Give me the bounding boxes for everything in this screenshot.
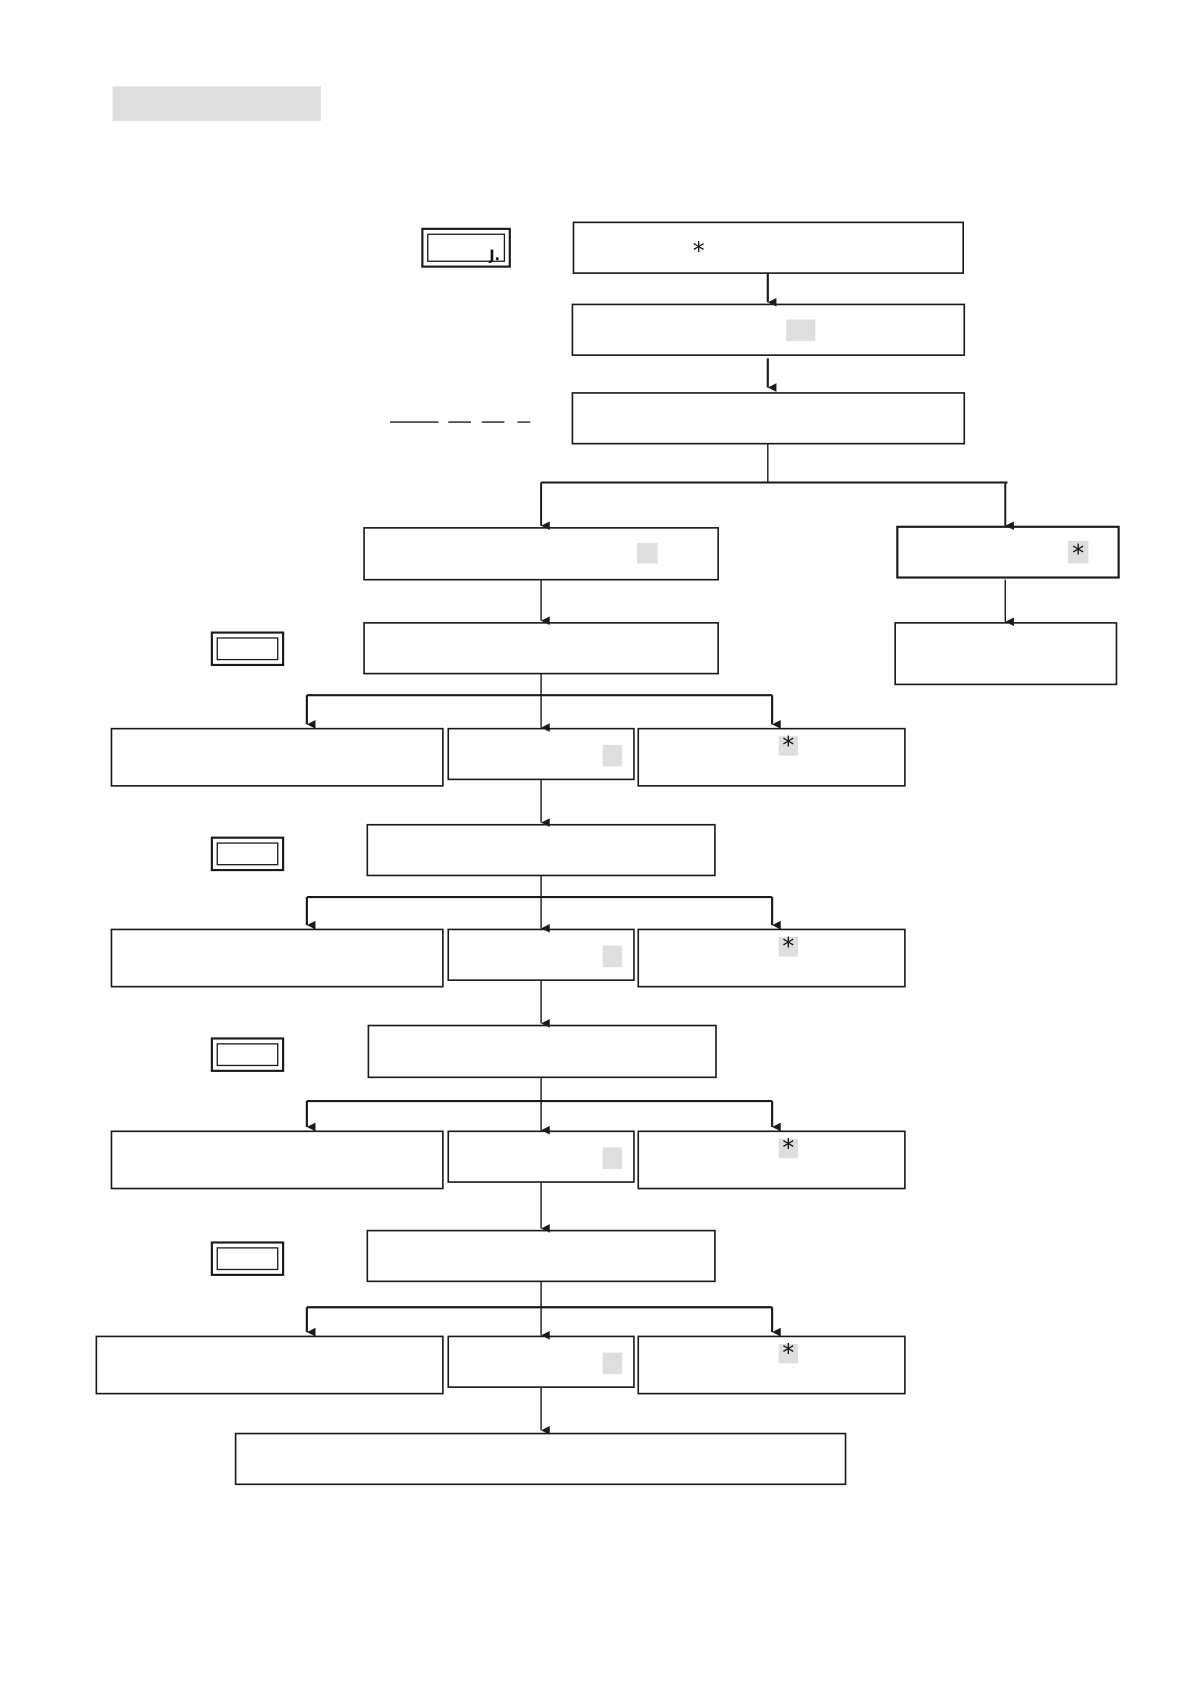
stage-2-right-box bbox=[637, 928, 906, 988]
stage-4-redaction-mark bbox=[602, 1352, 623, 1375]
stage-3-box bbox=[367, 1024, 717, 1079]
stage-1-asterisk-mark-asterisk: * bbox=[782, 731, 794, 759]
stage-2-key-box-inner bbox=[216, 842, 279, 866]
stage-2-redaction-mark bbox=[602, 945, 623, 968]
stage-4-asterisk-mark bbox=[778, 1343, 799, 1364]
step-box-4 bbox=[363, 527, 719, 581]
stage-2-key-box bbox=[210, 836, 285, 872]
redaction-mark bbox=[637, 542, 658, 564]
key-glyph: J. bbox=[488, 248, 500, 264]
redaction-mark bbox=[786, 319, 816, 342]
stage-3-asterisk-mark-asterisk: * bbox=[782, 1134, 794, 1162]
stage-3-right-box bbox=[637, 1130, 906, 1190]
stage-2-asterisk-mark bbox=[778, 936, 799, 957]
stage-1-key-box-inner bbox=[216, 637, 279, 661]
stage-3-key-box-inner bbox=[216, 1043, 279, 1067]
stage-3-key-box bbox=[210, 1037, 285, 1072]
key-display-box-inner bbox=[427, 233, 506, 262]
stage-2-box bbox=[366, 823, 716, 877]
step-box-2 bbox=[571, 303, 966, 356]
right-step-box-1 bbox=[896, 525, 1120, 579]
stage-4-right-box bbox=[637, 1335, 906, 1395]
asterisk-label: * bbox=[693, 237, 705, 265]
stage-3-left-box bbox=[110, 1130, 444, 1190]
right-step-box-2 bbox=[894, 622, 1118, 686]
stage-4-key-box bbox=[210, 1241, 285, 1276]
final-box bbox=[234, 1432, 847, 1486]
redaction-mark-asterisk: * bbox=[1072, 539, 1084, 567]
stage-2-left-box bbox=[110, 928, 444, 988]
step-box-1 bbox=[572, 221, 964, 274]
stage-4-left-box bbox=[95, 1335, 444, 1395]
key-display-box bbox=[421, 227, 511, 268]
stage-1-right-box bbox=[637, 727, 906, 787]
stage-1-asterisk-mark bbox=[778, 736, 799, 756]
step-box-3 bbox=[571, 392, 966, 445]
stage-1-key-box bbox=[210, 631, 285, 667]
title-redaction bbox=[112, 86, 321, 121]
stage-1-redaction-mark bbox=[602, 744, 623, 767]
stage-1-box bbox=[363, 622, 719, 675]
stage-3-redaction-mark bbox=[602, 1147, 623, 1170]
stage-4-box bbox=[366, 1229, 716, 1283]
stage-1-left-box bbox=[110, 727, 444, 787]
redaction-mark bbox=[1067, 540, 1089, 564]
stage-4-asterisk-mark-asterisk: * bbox=[782, 1339, 794, 1367]
stage-3-asterisk-mark bbox=[778, 1138, 799, 1159]
stage-4-key-box-inner bbox=[216, 1247, 279, 1271]
stage-2-asterisk-mark-asterisk: * bbox=[782, 932, 794, 960]
